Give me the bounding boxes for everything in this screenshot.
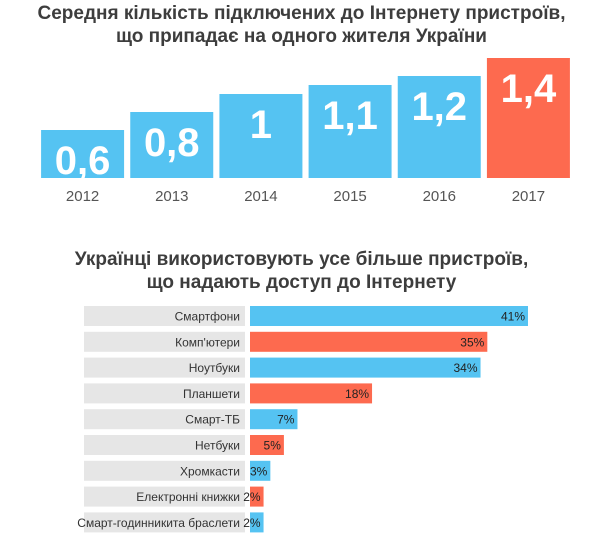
year-tick-label: 2017 — [512, 188, 545, 205]
year-bar-value-label: 1,2 — [411, 85, 467, 129]
device-bar-value-label: 35% — [460, 335, 484, 349]
device-label-background — [84, 383, 245, 404]
device-bar — [250, 357, 481, 378]
device-category-label: Хромкасти — [180, 464, 240, 478]
year-bar-2014 — [219, 94, 303, 178]
chart-2-title: Українці використовують усе більше прист… — [0, 248, 603, 294]
year-bar-value-label: 1,1 — [322, 94, 378, 138]
device-category-label: Планшети — [183, 387, 240, 401]
year-tick-label: 2013 — [155, 188, 188, 205]
chart-2-title-line-1: Українці використовують усе більше прист… — [74, 249, 529, 270]
device-bar-value-label: 2% — [243, 490, 261, 504]
year-tick-label: 2014 — [244, 188, 277, 205]
year-bar-2015 — [308, 85, 392, 178]
device-label-background — [84, 460, 245, 481]
device-label-background — [84, 486, 245, 507]
device-bar-value-label: 18% — [345, 387, 369, 401]
year-bar-value-label: 0,8 — [144, 121, 200, 165]
device-category-label: Нетбуки — [195, 439, 240, 453]
year-bar-2017 — [486, 58, 570, 178]
device-category-label: Електронні книжки — [136, 490, 240, 504]
device-types-bar-chart: Смартфони 41% Комп'ютери 35% Ноутбуки 34% План… — [77, 306, 528, 533]
year-bar-value-label: 0,6 — [55, 139, 111, 183]
device-bar — [250, 512, 264, 533]
device-category-label: Смарт-ТБ — [185, 413, 240, 427]
device-bar-value-label: 7% — [277, 413, 295, 427]
device-bar-value-label: 5% — [264, 439, 282, 453]
year-bar-2013 — [130, 112, 214, 178]
year-bar-2012 — [41, 130, 125, 178]
chart-1-title: Середня кількість підключених до Інтерне… — [0, 2, 603, 48]
year-tick-label: 2012 — [66, 188, 99, 205]
device-label-background — [84, 306, 245, 326]
yearly-devices-bar-chart: 0,6 2012 0,8 2013 1 2014 1,1 2015 1,2 2016 1,4 2017 — [41, 58, 570, 205]
device-bar — [250, 383, 373, 404]
device-bar — [250, 331, 488, 352]
device-label-background — [84, 512, 245, 533]
chart-1-title-line-2: що припадає на одного жителя України — [116, 26, 487, 47]
device-bar — [250, 460, 271, 481]
chart-2-title-line-2: що надають доступ до Інтернету — [146, 272, 457, 293]
device-bar-value-label: 34% — [454, 361, 478, 375]
device-bar-value-label: 3% — [250, 464, 268, 478]
device-category-label: Смартфони — [175, 310, 240, 324]
chart-1-title-line-1: Середня кількість підключених до Інтерне… — [37, 3, 566, 24]
device-bar — [250, 435, 284, 455]
year-tick-label: 2015 — [333, 188, 366, 205]
device-label-background — [84, 331, 245, 352]
year-tick-label: 2016 — [423, 188, 456, 205]
year-bar-2016 — [397, 76, 481, 178]
year-bar-value-label: 1,4 — [501, 67, 557, 111]
device-category-label: Комп'ютери — [175, 335, 240, 349]
device-label-background — [84, 357, 245, 378]
device-category-label: Смарт-годинникита браслети — [77, 516, 240, 530]
device-label-background — [84, 435, 245, 455]
device-bar-value-label: 2% — [243, 516, 261, 530]
device-bar-value-label: 41% — [501, 310, 525, 324]
device-bar — [250, 409, 298, 430]
year-bar-value-label: 1 — [250, 103, 272, 147]
device-label-background — [84, 409, 245, 430]
device-bar — [250, 486, 264, 507]
device-category-label: Ноутбуки — [189, 361, 240, 375]
device-bar — [250, 306, 528, 326]
